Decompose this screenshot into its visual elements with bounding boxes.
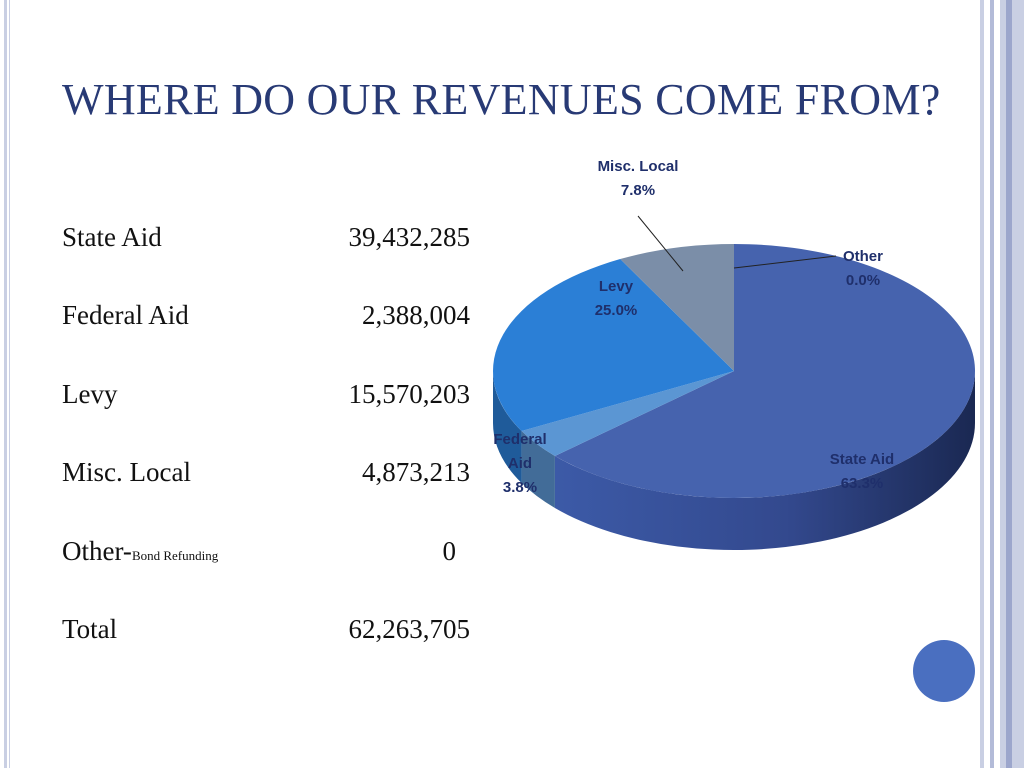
row-amount: 62,263,705 [348, 614, 471, 644]
row-amount: 4,873,213 [362, 457, 470, 487]
row-amount: 0 [442, 536, 457, 566]
revenue-pie-chart: State Aid 63.3% Federal Aid 3.8% Levy 25.0% Mis… [492, 158, 975, 550]
revenue-row-state-aid: State Aid 39,432,285 [62, 222, 470, 262]
revenue-row-total: Total 62,263,705 [62, 614, 470, 654]
pie-label-misc-local: Misc. Local 7.8% [598, 158, 679, 199]
row-amount: 39,432,285 [348, 222, 471, 252]
pie-slice-state-aid [554, 244, 975, 499]
row-amount: 15,570,203 [348, 379, 471, 409]
revenue-row-federal-aid: Federal Aid 2,388,004 [62, 300, 470, 340]
left-decorative-bar [0, 0, 10, 768]
row-label: Other- [62, 536, 132, 566]
row-label: Levy [62, 379, 118, 409]
pie-label-state-aid: State Aid 63.3% [830, 451, 894, 492]
pie-side-state-aid [554, 371, 975, 550]
pie-label-federal-aid: Federal Aid 3.8% [493, 431, 546, 496]
pie-label-levy: Levy 25.0% [595, 278, 638, 319]
pie-leader-other [733, 255, 837, 269]
row-label: Federal Aid [62, 300, 189, 330]
revenue-row-misc-local: Misc. Local 4,873,213 [62, 457, 470, 497]
row-label: Misc. Local [62, 457, 191, 487]
right-decorative-bars [980, 0, 1024, 768]
pie-side-federal-aid [521, 431, 555, 508]
revenue-row-levy: Levy 15,570,203 [62, 379, 470, 419]
row-label: State Aid [62, 222, 162, 252]
decorative-circle [913, 640, 975, 702]
slide-title: WHERE DO OUR REVENUES COME FROM? [62, 75, 941, 124]
row-label-suffix: Bond Refunding [131, 548, 219, 563]
pie-leader-misc-local [637, 215, 684, 272]
row-label: Total [62, 614, 118, 644]
pie-slice-misc-local [620, 244, 734, 371]
pie-side-levy [493, 371, 522, 484]
pie-slice-federal-aid [521, 371, 734, 456]
pie-label-other: Other 0.0% [843, 248, 883, 289]
row-amount: 2,388,004 [362, 300, 470, 330]
revenue-row-other: Other-Bond Refunding 0 [62, 536, 470, 576]
pie-slice-levy [492, 259, 734, 432]
